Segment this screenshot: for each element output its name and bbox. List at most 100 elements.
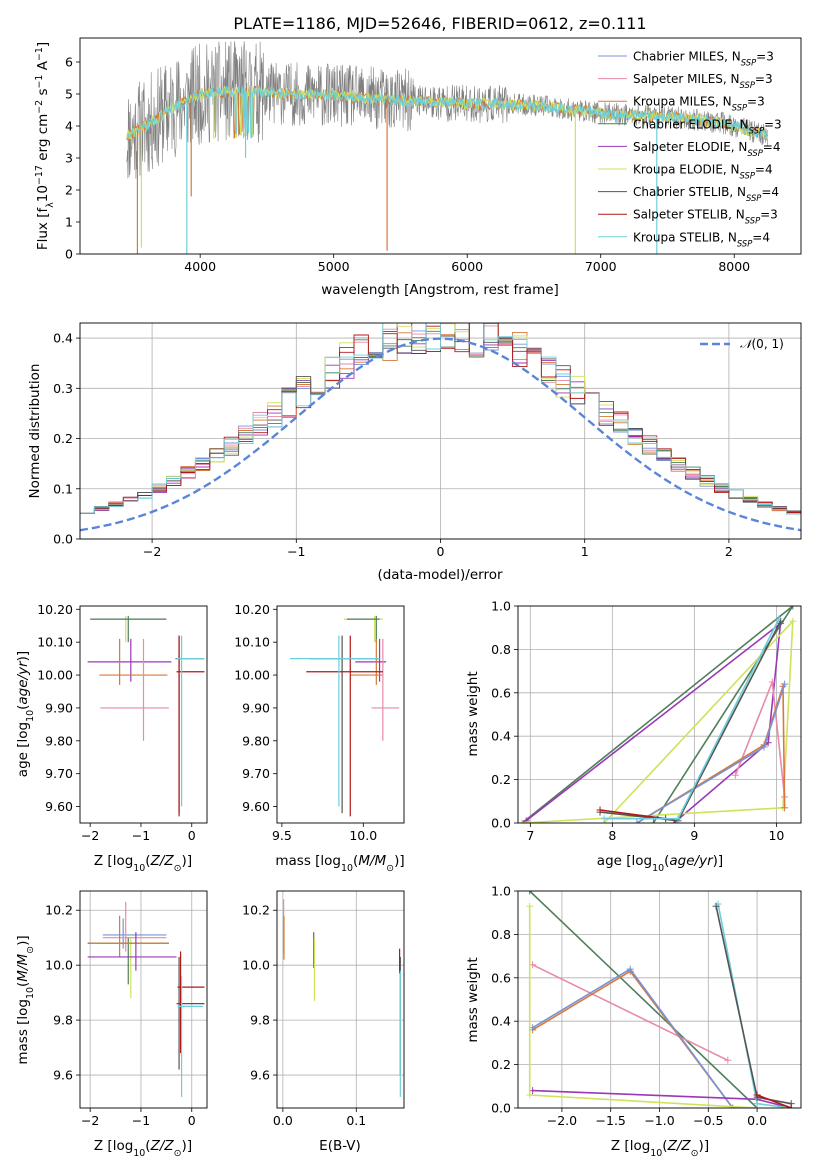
- y-tick-label: 0.0: [491, 816, 511, 831]
- x-tick-label: 8000: [718, 259, 750, 274]
- y-tick-label: 10.0: [242, 958, 270, 973]
- y-tick-label: 9.60: [242, 799, 270, 814]
- y-tick-label: 9.6: [250, 1068, 270, 1083]
- x-tick-label: 0.0: [273, 1113, 293, 1128]
- x-tick-label: −1: [287, 544, 305, 559]
- x-tick-label: −1.5: [596, 1113, 626, 1128]
- x-axis-label: Z [log10(Z/Z⊙)]: [94, 853, 192, 874]
- x-tick-label: −0.5: [693, 1113, 723, 1128]
- y-tick-label: 10.2: [45, 903, 73, 918]
- y-tick-label: 1: [65, 215, 73, 230]
- x-tick-label: 0.1: [346, 1113, 366, 1128]
- x-tick-label: 0: [188, 828, 196, 843]
- y-tick-label: 0.3: [53, 381, 73, 396]
- y-tick-label: 0: [65, 247, 73, 262]
- y-axis-label: mass [log10(M/M⊙)]: [15, 935, 36, 1064]
- y-tick-label: 4: [65, 119, 73, 134]
- normal-curve: [80, 337, 801, 532]
- x-tick-label: −1: [132, 828, 150, 843]
- x-axis-label: Z [log10(Z/Z⊙)]: [611, 1138, 709, 1159]
- x-axis-label: mass [log10(M/M⊙)]: [275, 853, 404, 874]
- histogram-salpeter_elodie: [80, 323, 801, 514]
- x-tick-label: 5000: [318, 259, 350, 274]
- y-tick-label: 9.8: [53, 1013, 73, 1028]
- y-tick-label: 3: [65, 151, 73, 166]
- y-tick-label: 0.6: [491, 970, 511, 985]
- histogram-kroupa_miles: [80, 323, 801, 514]
- y-tick-label: 10.20: [37, 602, 73, 617]
- x-tick-label: 2: [725, 544, 733, 559]
- axes-frame: [276, 605, 405, 824]
- panel-age_vs_Z: −2 −1 0 9.60 9.70 9.80 9.90 10.00 10.10 10.20 Z [l…: [15, 602, 208, 874]
- axes-frame: [517, 605, 802, 824]
- y-tick-label: 10.10: [37, 635, 73, 650]
- y-tick-label: 9.70: [45, 766, 73, 781]
- x-tick-label: −2: [81, 828, 99, 843]
- x-tick-label: −1.0: [644, 1113, 674, 1128]
- weight-line-chabrier_elodie: [529, 891, 758, 1108]
- x-axis-label: Z [log10(Z/Z⊙)]: [94, 1138, 192, 1159]
- y-tick-label: 1.0: [491, 599, 511, 614]
- y-tick-label: 10.0: [45, 958, 73, 973]
- x-tick-label: 10: [768, 828, 784, 843]
- axes-frame: [276, 890, 405, 1109]
- plot-area: [518, 606, 797, 823]
- y-axis-label: mass weight: [465, 671, 481, 756]
- legend-label: Chabrier STELIB, NSSP=4: [633, 185, 779, 203]
- x-tick-label: 9: [690, 828, 698, 843]
- panel-age_vs_mass: 9.5 10.0 9.60 9.70 9.80 9.90 10.00 10.10 10.20 ma…: [234, 602, 404, 874]
- x-tick-label: 8: [608, 828, 616, 843]
- plot-area: [526, 891, 795, 1108]
- model-spectrum-kroupa_stelib: [126, 85, 769, 140]
- y-tick-label: 2: [65, 183, 73, 198]
- y-tick-label: 10.2: [242, 903, 270, 918]
- x-tick-label: −2: [143, 544, 161, 559]
- weight-line-salpeter_elodie: [532, 1089, 792, 1108]
- histogram-kroupa_stelib: [80, 323, 801, 515]
- panel-mass_vs_EBV: 0.0 0.1 9.6 9.8 10.0 10.2 E(B-V): [242, 890, 405, 1154]
- plot-area: [87, 615, 205, 817]
- legend: 𝒩(0, 1): [700, 337, 784, 351]
- axes-frame: [79, 890, 208, 1109]
- x-tick-label: −2: [81, 1113, 99, 1128]
- y-axis-label: mass weight: [465, 957, 481, 1042]
- y-tick-label: 9.80: [242, 733, 270, 748]
- y-axis-label: Normed distribution: [27, 364, 43, 499]
- y-tick-label: 0.4: [53, 331, 73, 346]
- weight-line-chabrier_elodie: [521, 606, 794, 823]
- y-tick-label: 9.60: [45, 799, 73, 814]
- y-tick-label: 0.2: [53, 431, 73, 446]
- plot-area: [126, 41, 769, 254]
- weight-line-salpeter_stelib: [756, 1094, 792, 1108]
- legend-label: 𝒩(0, 1): [740, 337, 784, 351]
- plot-area: [290, 615, 400, 817]
- y-tick-label: 10.10: [234, 635, 270, 650]
- x-tick-label: 1: [581, 544, 589, 559]
- panel-massweight_vs_age: 7 8 9 10 0.0 0.2 0.4 0.6 0.8 1.0 age [log10(age/yr…: [465, 599, 802, 874]
- x-tick-label: 4000: [184, 259, 216, 274]
- x-axis-label: age [log10(age/yr)]: [597, 853, 723, 874]
- y-tick-label: 9.80: [45, 733, 73, 748]
- plot-area: [80, 323, 801, 532]
- y-tick-label: 0.4: [491, 729, 511, 744]
- x-tick-label: 0: [188, 1113, 196, 1128]
- y-tick-label: 0.6: [491, 685, 511, 700]
- legend-label: Salpeter STELIB, NSSP=3: [633, 208, 778, 226]
- plot-area: [87, 901, 205, 1098]
- histogram-chabrier_miles: [80, 323, 801, 514]
- panel-mass_vs_Z: −2 −1 0 9.6 9.8 10.0 10.2 Z [log10(Z/Z⊙)] mass […: [15, 890, 208, 1159]
- y-axis-label: age [log10(age/yr)]: [15, 651, 36, 777]
- x-axis-label: (data-model)/error: [377, 567, 503, 583]
- y-tick-label: 0.0: [491, 1101, 511, 1116]
- y-axis-label: Flux [fλ10−17 erg cm−2 s−1 A−1]: [34, 42, 56, 250]
- weight-line-salpeter_stelib: [599, 809, 666, 820]
- y-tick-label: 0.0: [53, 532, 73, 547]
- x-tick-label: 7000: [585, 259, 617, 274]
- weight-line-salpeter_elodie: [525, 621, 782, 823]
- y-tick-label: 0.2: [491, 772, 511, 787]
- x-tick-label: 0.0: [747, 1113, 767, 1128]
- weight-line-chabrier_stelib: [715, 906, 792, 1105]
- y-tick-label: 9.70: [242, 766, 270, 781]
- y-tick-label: 9.6: [53, 1068, 73, 1083]
